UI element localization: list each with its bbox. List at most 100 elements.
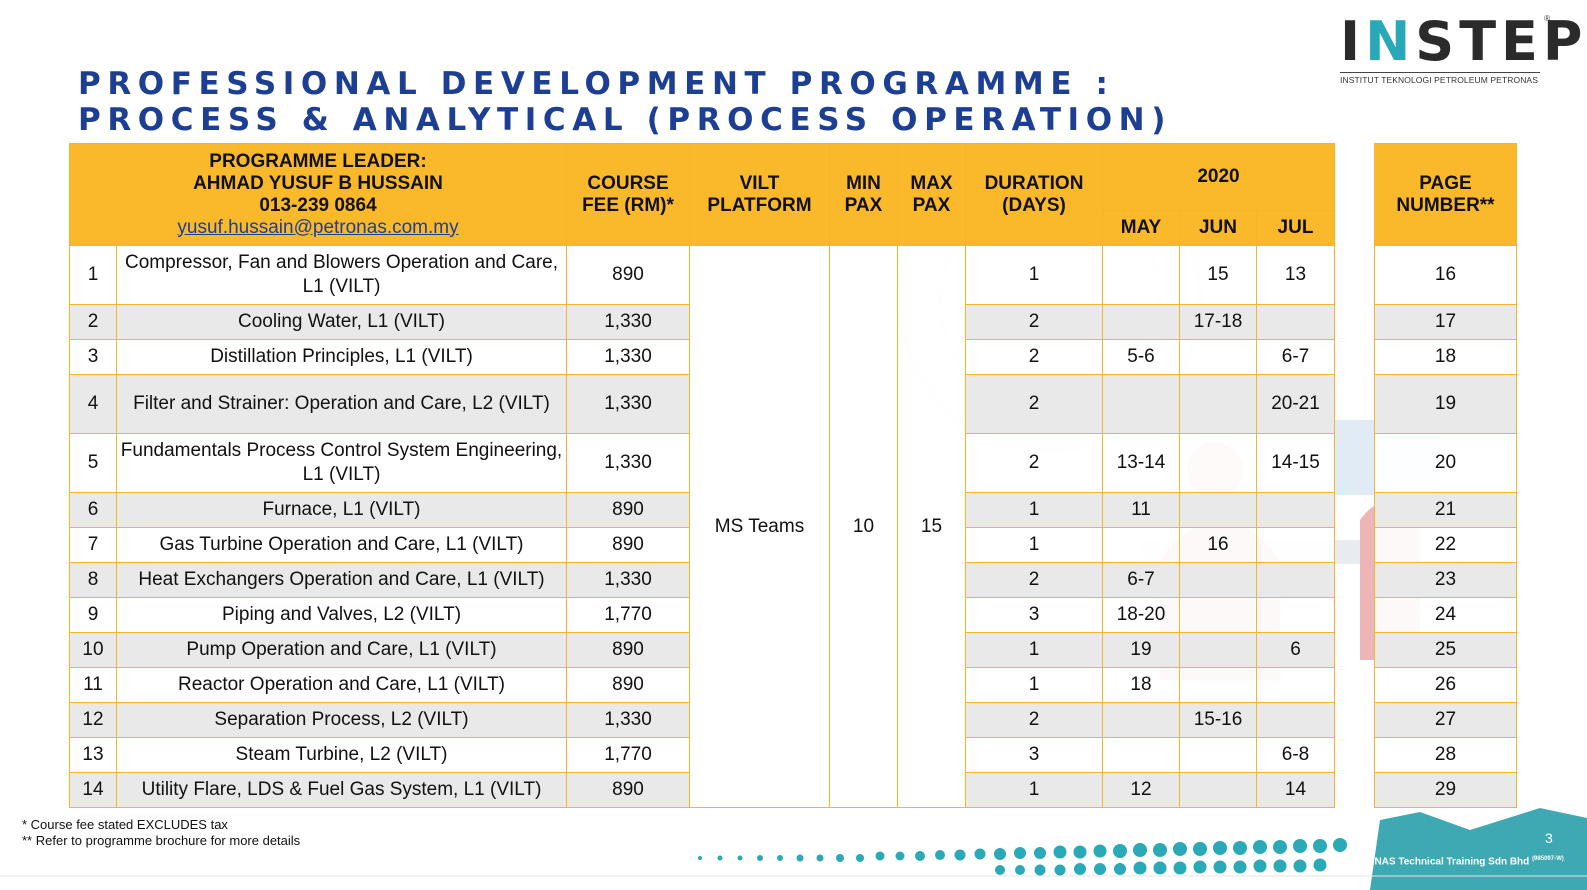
jul-dates <box>1256 667 1335 703</box>
duration-days: 3 <box>965 737 1103 773</box>
page-number-table: PAGE NUMBER** 16 17 18 19 20 21 22 23 24 25 26 27 28… <box>1374 143 1517 808</box>
course-fee: 1,330 <box>566 339 690 375</box>
page-number-row: 27 <box>1374 702 1517 738</box>
jun-dates <box>1179 492 1257 528</box>
company-reg: (985097-W) <box>1532 856 1564 862</box>
may-dates: 19 <box>1102 632 1180 668</box>
page-number-row: 20 <box>1374 433 1517 493</box>
header-month-may: MAY <box>1102 210 1180 246</box>
page-number-row: 17 <box>1374 304 1517 340</box>
course-title: Filter and Strainer: Operation and Care,… <box>116 374 567 434</box>
logo-registered-mark: ® <box>1544 14 1550 23</box>
course-fee: 890 <box>566 632 690 668</box>
leader-name: AHMAD YUSUF B HUSSAIN <box>193 172 443 194</box>
header-course-fee: COURSE FEE (RM)* <box>566 143 690 246</box>
course-fee: 1,330 <box>566 433 690 493</box>
duration-days: 1 <box>965 772 1103 808</box>
duration-days: 2 <box>965 702 1103 738</box>
vilt-platform-value: MS Teams <box>689 245 830 808</box>
may-dates <box>1102 737 1180 773</box>
course-fee: 890 <box>566 245 690 305</box>
course-number: 5 <box>69 433 117 493</box>
course-fee: 1,330 <box>566 304 690 340</box>
course-row: 4 Filter and Strainer: Operation and Care… <box>69 374 1335 434</box>
duration-days: 2 <box>965 374 1103 434</box>
duration-days: 2 <box>965 562 1103 598</box>
course-fee: 1,330 <box>566 702 690 738</box>
footnotes: * Course fee stated EXCLUDES tax ** Refe… <box>22 817 300 849</box>
page-number-row: 25 <box>1374 632 1517 668</box>
jul-dates <box>1256 702 1335 738</box>
duration-days: 1 <box>965 632 1103 668</box>
duration-days: 2 <box>965 433 1103 493</box>
course-row: 14 Utility Flare, LDS & Fuel Gas System, … <box>69 772 1335 808</box>
course-number: 1 <box>69 245 117 305</box>
jun-dates: 17-18 <box>1179 304 1257 340</box>
page-number-row: 29 <box>1374 772 1517 808</box>
page-number-row: 24 <box>1374 597 1517 633</box>
course-number: 9 <box>69 597 117 633</box>
instep-logo: INSTEP ® INSTITUT TEKNOLOGI PETROLEUM PE… <box>1340 14 1582 85</box>
course-fee: 1,330 <box>566 374 690 434</box>
header-min-pax: MIN PAX <box>829 143 898 246</box>
course-schedule-table: PROGRAMME LEADER: AHMAD YUSUF B HUSSAIN … <box>69 143 1335 808</box>
course-fee: 890 <box>566 527 690 563</box>
course-row: 5 Fundamentals Process Control System Eng… <box>69 433 1335 493</box>
company-name: PETRONAS Technical Training Sdn Bhd (985… <box>1340 856 1564 867</box>
course-number: 13 <box>69 737 117 773</box>
course-title: Compressor, Fan and Blowers Operation an… <box>116 245 567 305</box>
slide-number: 3 <box>1545 830 1553 846</box>
logo-subtitle: INSTITUT TEKNOLOGI PETROLEUM PETRONAS <box>1340 72 1540 85</box>
page-number-rows: 16 17 18 19 20 21 22 23 24 25 26 27 28 29 <box>1374 245 1517 808</box>
may-dates: 13-14 <box>1102 433 1180 493</box>
course-row: 12 Separation Process, L2 (VILT) 1,330 2 15-… <box>69 702 1335 738</box>
jun-dates <box>1179 597 1257 633</box>
duration-days: 1 <box>965 492 1103 528</box>
jul-dates <box>1256 527 1335 563</box>
header-month-jul: JUL <box>1256 210 1335 246</box>
leader-email-link[interactable]: yusuf.hussain@petronas.com.my <box>177 216 459 238</box>
course-title: Utility Flare, LDS & Fuel Gas System, L1… <box>116 772 567 808</box>
page-number: 25 <box>1374 632 1517 668</box>
page-number: 17 <box>1374 304 1517 340</box>
page-number: 23 <box>1374 562 1517 598</box>
may-dates: 18 <box>1102 667 1180 703</box>
jul-dates: 6-8 <box>1256 737 1335 773</box>
duration-days: 1 <box>965 667 1103 703</box>
min-pax-value: 10 <box>829 245 898 808</box>
course-number: 7 <box>69 527 117 563</box>
course-fee: 890 <box>566 667 690 703</box>
page-number-row: 23 <box>1374 562 1517 598</box>
company-name-text: PETRONAS Technical Training Sdn Bhd <box>1340 856 1530 868</box>
course-number: 4 <box>69 374 117 434</box>
may-dates: 6-7 <box>1102 562 1180 598</box>
footnote-brochure: ** Refer to programme brochure for more … <box>22 833 301 848</box>
course-row: 10 Pump Operation and Care, L1 (VILT) 890 1… <box>69 632 1335 668</box>
course-fee: 1,770 <box>566 737 690 773</box>
jun-dates: 15 <box>1179 245 1257 305</box>
course-fee: 890 <box>566 772 690 808</box>
may-dates: 18-20 <box>1102 597 1180 633</box>
jun-dates <box>1179 339 1257 375</box>
may-dates: 12 <box>1102 772 1180 808</box>
course-title: Steam Turbine, L2 (VILT) <box>116 737 567 773</box>
course-number: 12 <box>69 702 117 738</box>
page-number-row: 19 <box>1374 374 1517 434</box>
jul-dates <box>1256 597 1335 633</box>
jul-dates <box>1256 492 1335 528</box>
page-number-row: 16 <box>1374 245 1517 305</box>
duration-days: 1 <box>965 245 1103 305</box>
course-fee: 890 <box>566 492 690 528</box>
page-number: 24 <box>1374 597 1517 633</box>
jul-dates: 20-21 <box>1256 374 1335 434</box>
max-pax-value: 15 <box>897 245 966 808</box>
page-number-row: 26 <box>1374 667 1517 703</box>
course-title: Distillation Principles, L1 (VILT) <box>116 339 567 375</box>
jun-dates <box>1179 772 1257 808</box>
jun-dates <box>1179 737 1257 773</box>
course-number: 3 <box>69 339 117 375</box>
page-number: 26 <box>1374 667 1517 703</box>
page-number: 29 <box>1374 772 1517 808</box>
leader-label: PROGRAMME LEADER: <box>209 150 427 172</box>
page-number-row: 18 <box>1374 339 1517 375</box>
